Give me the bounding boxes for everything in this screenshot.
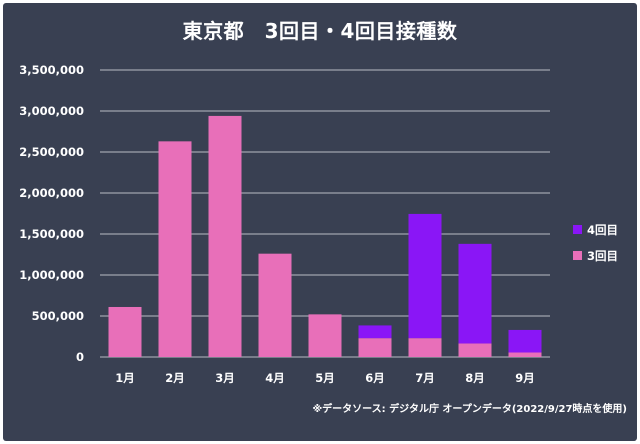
y-tick-label: 3,500,000 xyxy=(19,63,84,77)
bar-4回目-8月 xyxy=(458,243,492,344)
bar-3回目-7月 xyxy=(408,338,442,357)
x-tick-label: 1月 xyxy=(115,371,135,385)
chart-panel: 東京都 3回目・4回目接種数 0 500,000 1,000,000 1,500,00… xyxy=(3,3,637,441)
bar-4回目-7月 xyxy=(408,213,442,339)
bar-3回目-6月 xyxy=(358,338,392,357)
bar-3回目-1月 xyxy=(108,306,142,357)
bar-4回目-9月 xyxy=(508,329,542,353)
legend-label: 4回目 xyxy=(587,223,618,237)
y-tick-label: 500,000 xyxy=(32,309,84,323)
x-tick-label: 4月 xyxy=(265,371,285,385)
x-tick-label: 7月 xyxy=(415,371,435,385)
bars xyxy=(108,115,542,357)
y-axis-tick-labels: 0 500,000 1,000,000 1,500,000 2,000,000 2,500… xyxy=(19,63,84,364)
legend-label: 3回目 xyxy=(587,249,618,263)
y-tick-label: 2,500,000 xyxy=(19,145,84,159)
x-tick-label: 8月 xyxy=(465,371,485,385)
legend: 4回目 3回目 xyxy=(573,223,618,263)
bar-4回目-6月 xyxy=(358,325,392,339)
x-axis-tick-labels: 1月 2月 3月 4月 5月 6月 7月 8月 9月 xyxy=(115,371,535,385)
x-tick-label: 3月 xyxy=(215,371,235,385)
bar-3回目-8月 xyxy=(458,343,492,357)
y-tick-label: 1,000,000 xyxy=(19,268,84,282)
x-tick-label: 9月 xyxy=(515,371,535,385)
x-tick-label: 5月 xyxy=(315,371,335,385)
chart-title: 東京都 3回目・4回目接種数 xyxy=(182,19,458,43)
source-note: ※データソース: デジタル庁 オープンデータ(2022/9/27時点を使用) xyxy=(312,404,627,415)
x-tick-label: 6月 xyxy=(365,371,385,385)
y-tick-label: 0 xyxy=(76,350,84,364)
chart-svg: 0 500,000 1,000,000 1,500,000 2,000,000 2,500… xyxy=(19,63,618,385)
bar-3回目-9月 xyxy=(508,352,542,357)
x-tick-label: 2月 xyxy=(165,371,185,385)
bar-3回目-3月 xyxy=(208,115,242,357)
legend-swatch xyxy=(573,225,582,234)
bar-3回目-2月 xyxy=(158,141,192,357)
y-tick-label: 3,000,000 xyxy=(19,104,84,118)
bar-3回目-4月 xyxy=(258,253,292,357)
y-tick-label: 1,500,000 xyxy=(19,227,84,241)
bar-3回目-5月 xyxy=(308,314,342,357)
legend-swatch xyxy=(573,251,582,260)
y-tick-label: 2,000,000 xyxy=(19,186,84,200)
